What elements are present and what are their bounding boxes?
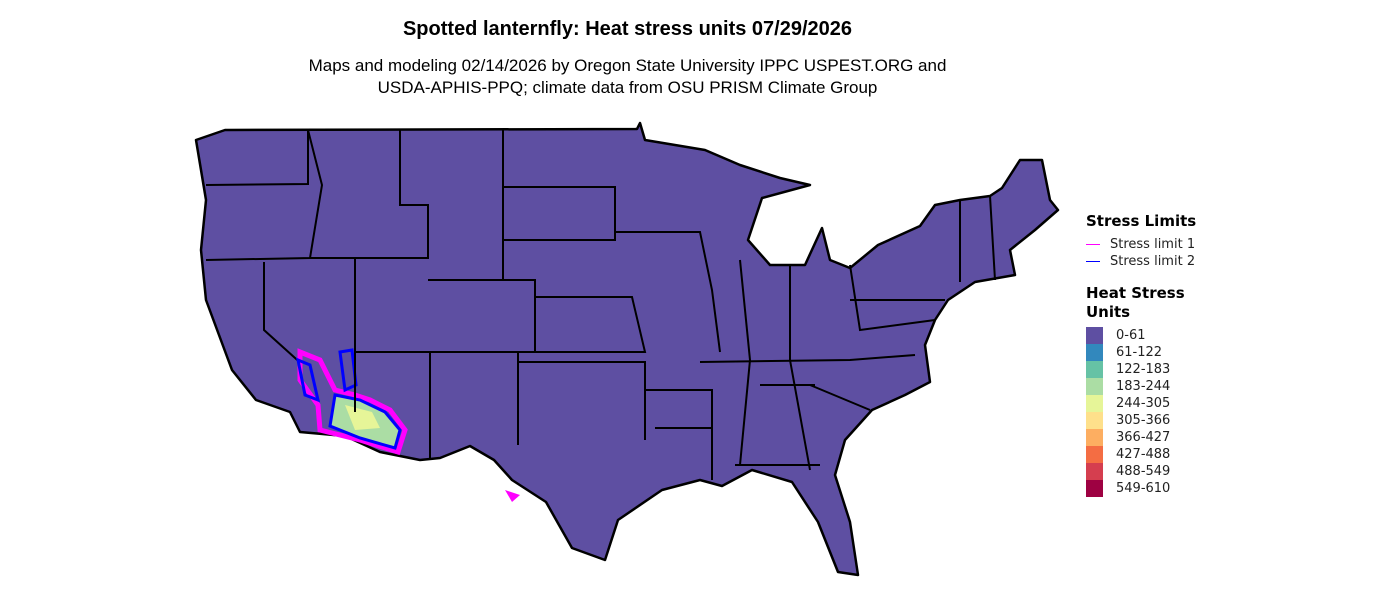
- color-swatch: [1086, 378, 1103, 395]
- legend-label: Stress limit 2: [1110, 254, 1196, 269]
- legend-stress-limit-1: Stress limit 1: [1086, 236, 1196, 253]
- legend-label: 183-244: [1116, 379, 1171, 394]
- legend-label: 122-183: [1116, 362, 1171, 377]
- color-swatch: [1086, 429, 1103, 446]
- color-swatch: [1086, 412, 1103, 429]
- map-title: Spotted lanternfly: Heat stress units 07…: [402, 18, 853, 40]
- legend-class: 427-488: [1086, 446, 1196, 463]
- color-swatch: [1086, 446, 1103, 463]
- stress-limits-title: Stress Limits: [1086, 212, 1197, 230]
- legend-label: 427-488: [1116, 447, 1171, 462]
- heat-classes: 0-61 61-122 122-183 183-244 244-305 305-366 36…: [1086, 327, 1196, 497]
- legend-label: 366-427: [1116, 430, 1171, 445]
- legend: Stress Limits Stress limit 1 Stress limi…: [1086, 212, 1196, 497]
- legend-label: 244-305: [1116, 396, 1171, 411]
- blue-line-icon: [1086, 261, 1100, 262]
- color-swatch: [1086, 344, 1103, 361]
- subtitle-line-2: USDA-APHIS-PPQ; climate data from OSU PR…: [377, 78, 878, 97]
- legend-label: 61-122: [1116, 345, 1163, 360]
- legend-class: 305-366: [1086, 412, 1196, 429]
- legend-class: 0-61: [1086, 327, 1196, 344]
- legend-label: Stress limit 1: [1110, 237, 1196, 252]
- legend-class: 549-610: [1086, 480, 1196, 497]
- legend-class: 122-183: [1086, 361, 1196, 378]
- legend-class: 61-122: [1086, 344, 1196, 361]
- legend-class: 183-244: [1086, 378, 1196, 395]
- color-swatch: [1086, 327, 1103, 344]
- legend-label: 0-61: [1116, 328, 1146, 343]
- color-swatch: [1086, 463, 1103, 480]
- color-swatch: [1086, 480, 1103, 497]
- magenta-line-icon: [1086, 244, 1100, 245]
- color-swatch: [1086, 361, 1103, 378]
- legend-label: 488-549: [1116, 464, 1171, 479]
- legend-class: 366-427: [1086, 429, 1196, 446]
- map-subtitle: Maps and modeling 02/14/2026 by Oregon S…: [0, 55, 1255, 99]
- subtitle-line-1: Maps and modeling 02/14/2026 by Oregon S…: [308, 56, 947, 75]
- legend-class: 244-305: [1086, 395, 1196, 412]
- legend-class: 488-549: [1086, 463, 1196, 480]
- legend-stress-limit-2: Stress limit 2: [1086, 253, 1196, 270]
- color-swatch: [1086, 395, 1103, 412]
- heat-units-title: Heat Stress Units: [1086, 284, 1185, 321]
- state-borders: [205, 129, 996, 480]
- legend-label: 549-610: [1116, 481, 1171, 496]
- conus-outline: [194, 121, 1060, 577]
- legend-label: 305-366: [1116, 413, 1171, 428]
- heat-stress-hotspot: [295, 348, 520, 502]
